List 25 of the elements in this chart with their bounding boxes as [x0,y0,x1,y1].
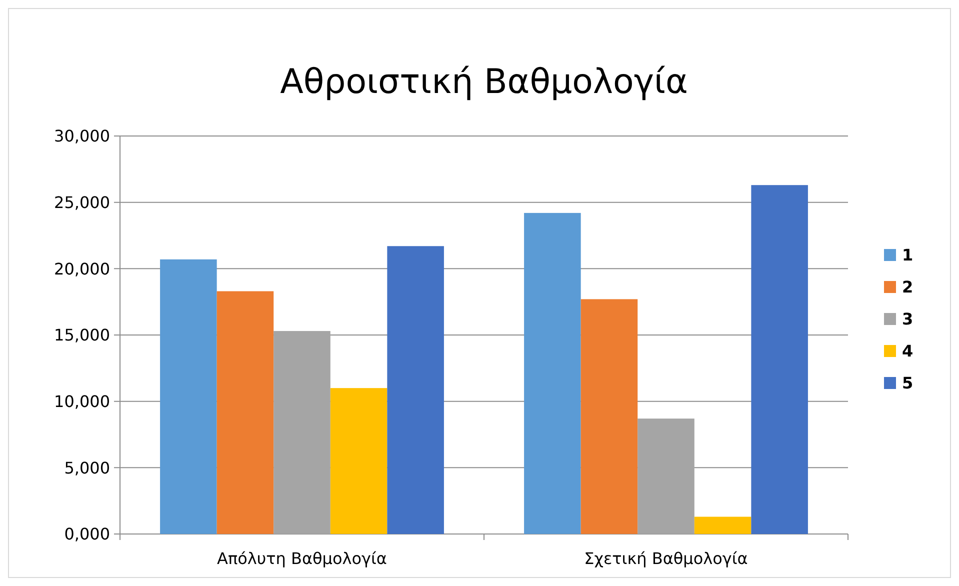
legend-label: 4 [902,342,914,361]
legend-label: 1 [902,246,914,265]
chart-title: Αθροιστική Βαθμολογία [280,62,688,102]
bar [216,291,274,534]
y-tick-label: 25,000 [54,192,110,212]
bar [580,299,638,534]
y-tick-label: 30,000 [54,126,110,146]
legend-label: 2 [902,278,914,297]
y-tick-label: 0,000 [64,524,110,544]
bar [751,185,808,534]
bar [387,246,444,534]
bar [638,418,694,534]
x-tick-label: Απόλυτη Βαθμολογία [217,549,387,568]
bar [274,331,330,534]
y-tick-label: 15,000 [54,326,110,345]
legend-label: 3 [902,310,914,329]
x-tick-label: Σχετική Βαθμολογία [584,549,748,568]
bar [160,259,217,534]
y-tick-label: 10,000 [54,392,110,411]
y-tick-label: 20,000 [54,259,110,278]
legend-label: 5 [902,374,914,393]
y-tick-label: 5,000 [64,458,110,478]
bar [524,212,581,534]
bar [694,516,752,534]
bar [330,388,388,534]
